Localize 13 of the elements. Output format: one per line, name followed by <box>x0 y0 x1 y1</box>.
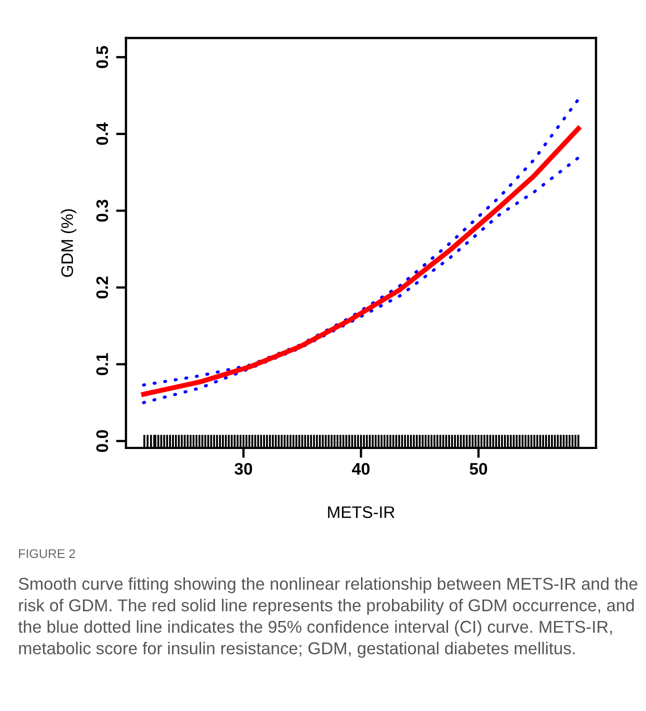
y-tick-label: 0.5 <box>96 46 108 68</box>
y-tick-label: 0.2 <box>96 276 108 298</box>
y-axis-title: GDM (%) <box>60 209 76 277</box>
y-tick-label: 0.4 <box>96 122 108 145</box>
text: Smooth curve fitting showing the nonlinear relationship between METS-IR and the risk of GDM. The red solid line represents the probability of GDM occurrence, and the blue dotted line indicates the 95% confidence interval (CI) curve. METS-IR, metabolic score for insulin resistance; GDM, gestational diabetes mellitus. <box>18 577 638 658</box>
x-tick-label: 40 <box>352 462 370 475</box>
x-tick-label: 50 <box>470 462 488 475</box>
x-tick-label: 30 <box>234 462 252 475</box>
y-tick-label: 0.1 <box>96 353 108 376</box>
y-tick-label: 0.0 <box>96 430 108 452</box>
caption: FIGURE 2 <box>19 549 76 558</box>
x-axis-title: METS-IR <box>328 506 394 518</box>
y-tick-label: 0.3 <box>96 200 108 222</box>
